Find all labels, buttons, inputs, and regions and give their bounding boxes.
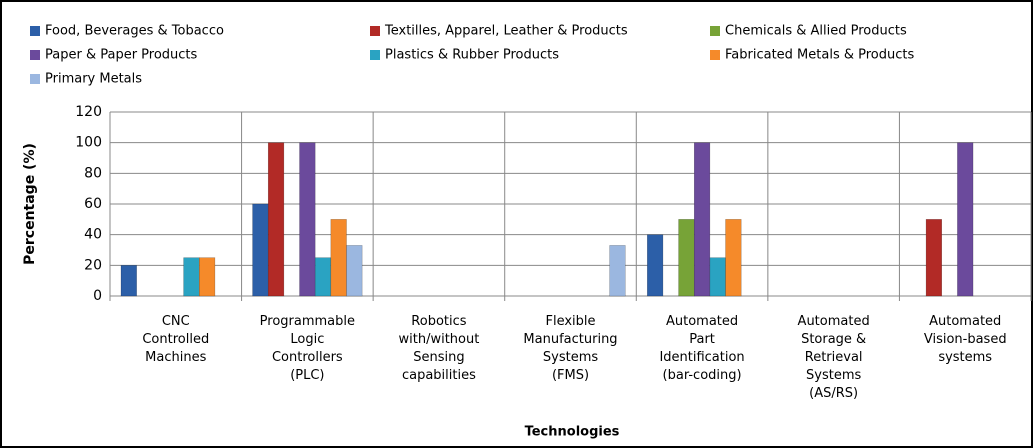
bar [678,219,695,297]
legend-label: Primary Metals [45,72,142,87]
y-tick-label: 100 [75,135,102,151]
legend-swatch [710,50,720,60]
bar [709,257,726,297]
bar [925,219,942,297]
bar [267,142,285,297]
y-tick-label: 60 [84,196,102,212]
x-tick-label: Automated Storage & Retrieval Systems (AS/RS… [798,314,870,401]
legend-label: Food, Beverages & Tobacco [45,24,224,39]
bar [957,142,974,297]
y-axis-title: Percentage (%) [22,143,38,265]
bar [299,142,316,297]
legend-swatch [30,26,40,36]
bar [346,245,363,297]
legend-swatch [370,26,380,36]
x-tick-label: Programmable Logic Controllers (PLC) [260,314,355,383]
bar [693,142,711,297]
legend-label: Fabricated Metals & Products [725,48,914,63]
bar [330,219,347,297]
legend-swatch [710,26,720,36]
x-tick-label: Robotics with/without Sensing capabilities [399,314,480,383]
bar [609,245,626,297]
bar [314,257,332,297]
x-tick-label: CNC Controlled Machines [142,314,209,365]
legend-swatch [30,74,40,84]
y-tick-label: 80 [84,165,102,181]
legend-swatch [30,50,40,60]
bar [183,257,200,297]
y-tick-label: 40 [84,227,102,243]
legend-label: Paper & Paper Products [45,48,198,63]
legend-label: Plastics & Rubber Products [385,48,559,63]
legend-label: Textilles, Apparel, Leather & Products [384,24,628,39]
bar [647,234,664,297]
legend-label: Chemicals & Allied Products [725,24,907,39]
bar [120,265,137,297]
bar [725,219,742,297]
x-tick-label: Automated Part Identification (bar-coding) [659,314,744,383]
y-tick-label: 120 [75,104,102,120]
x-tick-label: Automated Vision-based systems [924,314,1007,365]
y-tick-label: 0 [93,288,102,304]
bar [199,257,216,297]
y-tick-label: 20 [84,257,102,273]
x-axis-title: Technologies [525,425,620,440]
legend-swatch [370,50,380,60]
x-tick-label: Flexible Manufacturing Systems (FMS) [523,314,617,383]
bar [252,203,269,297]
